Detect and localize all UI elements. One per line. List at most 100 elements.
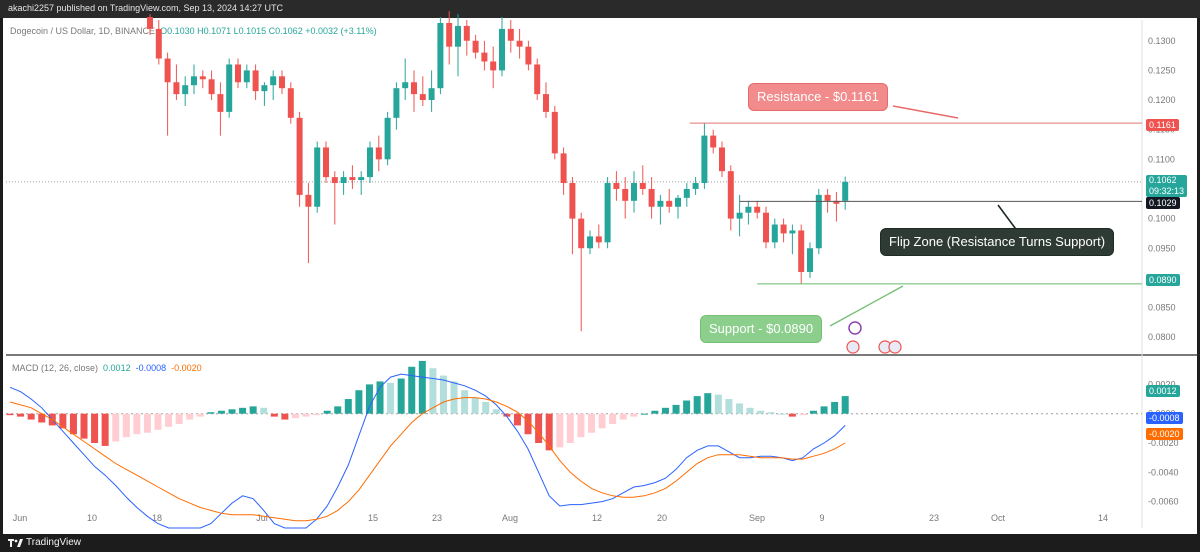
macd-histogram-bar [704, 393, 712, 414]
x-axis-tick: 20 [657, 513, 667, 523]
x-axis-tick: 18 [152, 513, 162, 523]
macd-histogram-bar [59, 413, 67, 429]
brand-name[interactable]: TradingView [26, 537, 82, 548]
candle-body [763, 212, 769, 243]
candle-body [719, 147, 725, 172]
macd-label[interactable]: MACD (12, 26, close) [12, 363, 99, 373]
macd-histogram-bar [27, 413, 35, 420]
macd-histogram-bar [6, 413, 14, 416]
candle-body [305, 194, 312, 207]
macd-histogram-bar [799, 413, 807, 416]
macd-histogram-bar [165, 413, 173, 427]
candle-body [472, 40, 479, 53]
candle-body [604, 183, 611, 243]
macd-histogram-bar [154, 413, 162, 430]
candle-body [235, 64, 241, 83]
macd-histogram-bar [619, 413, 627, 420]
macd-histogram-bar [524, 413, 532, 435]
candle-countdown: 09:32:13 [1149, 186, 1185, 196]
candle-body [375, 147, 382, 160]
macd-histogram-bar [207, 412, 215, 414]
macd-histogram-bar [334, 406, 342, 414]
candle-body [446, 22, 453, 47]
price-axis-tick: 0.1000 [1148, 214, 1176, 224]
macd-histogram-bar [735, 403, 743, 414]
macd-hist-tag: 0.0012 [1146, 385, 1180, 397]
macd-histogram-bar [323, 410, 331, 414]
x-axis-tick: 23 [929, 513, 939, 523]
macd-histogram-bar [841, 396, 849, 414]
candle-body [147, 17, 153, 29]
candle-body [692, 183, 699, 189]
price-axis-tick: 0.1300 [1148, 36, 1176, 46]
macd-histogram-bar [482, 401, 490, 414]
macd-histogram-bar [397, 378, 405, 414]
macd-axis-tick: -0.0040 [1148, 467, 1179, 477]
candle-body [217, 94, 224, 112]
candle-body [683, 188, 690, 198]
candle-body [578, 218, 585, 249]
macd-histogram-bar [249, 406, 257, 414]
macd-histogram-bar [661, 407, 669, 414]
macd-histogram-bar [418, 360, 426, 414]
flip-callout-pointer [997, 204, 1019, 233]
macd-histogram-bar [513, 413, 521, 426]
candle-body [411, 82, 417, 95]
candle-body [243, 70, 250, 83]
macd-histogram-bar [101, 413, 109, 446]
candle-body [789, 230, 796, 234]
macd-histogram-bar [291, 413, 299, 419]
candle-body [807, 248, 813, 272]
macd-histogram-bar [439, 375, 447, 414]
brand-bar: TradingView [0, 534, 1200, 552]
candle-body [314, 147, 321, 207]
x-axis-tick: Sep [749, 513, 765, 523]
resistance-callout[interactable]: Resistance - $0.1161 [748, 83, 888, 111]
candle-body [525, 46, 532, 65]
candle-body [419, 94, 426, 101]
support-callout[interactable]: Support - $0.0890 [700, 315, 823, 343]
symbol-name[interactable]: Dogecoin / US Dollar, 1D, BINANCE [10, 26, 156, 36]
candle-body [252, 70, 259, 92]
macd-histogram-bar [38, 413, 46, 423]
candle-body [648, 188, 655, 207]
candle-body [710, 135, 717, 148]
macd-histogram-bar [778, 413, 786, 415]
macd-histogram-bar [566, 413, 574, 443]
macd-histogram-bar [302, 413, 310, 417]
candle-body [639, 183, 646, 189]
candle-body [657, 200, 664, 207]
current-price-tag: 0.1062 09:32:13 [1146, 175, 1188, 197]
macd-histogram-bar [260, 407, 268, 414]
event-marker-icon [848, 321, 862, 335]
symbol-legend: Dogecoin / US Dollar, 1D, BINANCE O0.103… [10, 26, 377, 36]
candle-body [455, 25, 461, 47]
candle-body [155, 28, 162, 59]
current-price: 0.1062 [1149, 175, 1177, 185]
macd-histogram-bar [503, 413, 511, 417]
candle-body [384, 117, 391, 160]
macd-axis-tick: -0.0020 [1148, 438, 1179, 448]
macd-histogram-bar [535, 413, 543, 443]
x-axis-tick: 9 [819, 513, 824, 523]
macd-signal-line [9, 397, 846, 522]
candle-body [173, 82, 180, 95]
price-axis-tick: 0.0800 [1148, 332, 1176, 342]
flip-zone-callout[interactable]: Flip Zone (Resistance Turns Support) [880, 228, 1115, 256]
tradingview-logo-icon [8, 539, 23, 547]
candle-body [569, 183, 576, 219]
flag-marker-icon [888, 340, 902, 354]
candle-body [507, 28, 514, 41]
candle-body [367, 147, 373, 178]
candle-body [296, 117, 303, 195]
macd-histogram-bar [387, 382, 395, 414]
candle-body [622, 188, 629, 201]
macd-histogram-bar [17, 413, 25, 417]
x-axis-tick: 12 [592, 513, 602, 523]
macd-signal-tag: -0.0020 [1146, 428, 1183, 440]
x-axis-tick: 14 [1098, 513, 1108, 523]
x-axis-tick: Aug [502, 513, 518, 523]
resistance-price-tag: 0.1161 [1146, 119, 1179, 131]
candle-body [701, 135, 708, 184]
